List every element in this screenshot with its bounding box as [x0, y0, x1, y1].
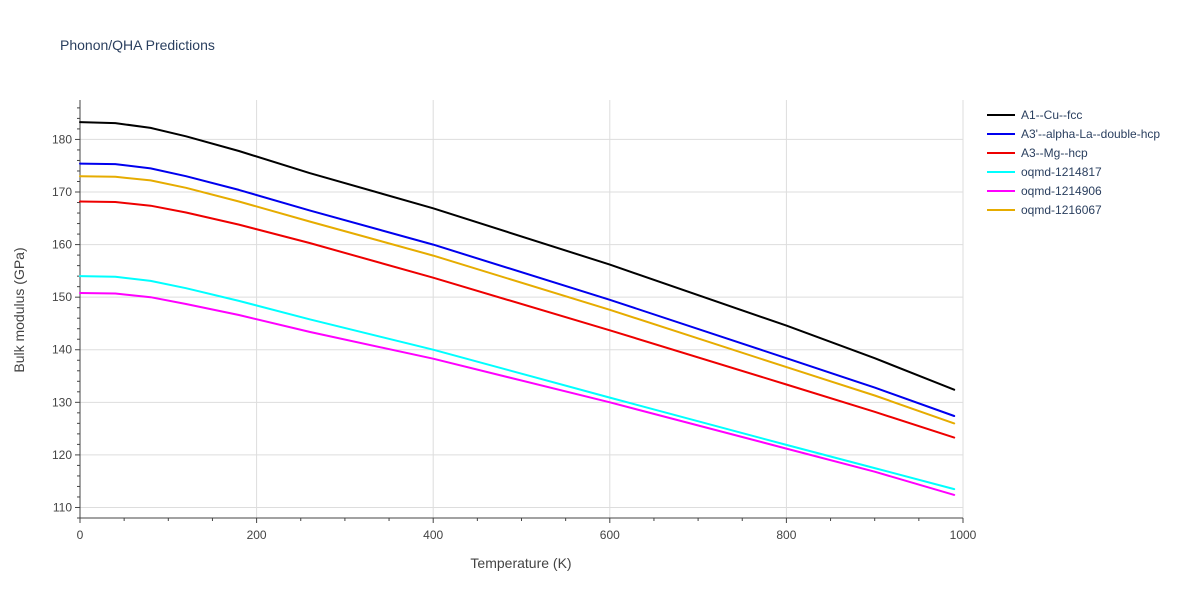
x-tick-label: 400: [423, 528, 443, 542]
legend-item[interactable]: A1--Cu--fcc: [987, 108, 1082, 122]
legend-item[interactable]: oqmd-1216067: [987, 203, 1102, 217]
y-tick-label: 130: [52, 395, 72, 409]
series-line-5: [79, 175, 956, 425]
y-tick-label: 140: [52, 343, 72, 357]
legend[interactable]: A1--Cu--fcc A3'--alpha-La--double-hcp A3--…: [987, 108, 1160, 217]
legend-item[interactable]: A3--Mg--hcp: [987, 146, 1088, 160]
x-tick-label: 0: [77, 528, 84, 542]
y-tick-label: 120: [52, 448, 72, 462]
legend-item[interactable]: oqmd-1214817: [987, 165, 1102, 179]
legend-label: oqmd-1214817: [1021, 165, 1102, 179]
x-tick-label: 800: [776, 528, 796, 542]
chart-title: Phonon/QHA Predictions: [60, 37, 215, 53]
legend-label: oqmd-1214906: [1021, 184, 1102, 198]
x-tick-label: 200: [247, 528, 267, 542]
legend-label: A3--Mg--hcp: [1021, 146, 1088, 160]
y-tick-label: 150: [52, 290, 72, 304]
series-line-2: [79, 200, 956, 439]
y-tick-label: 110: [53, 500, 72, 514]
axes: 0 200 400 600 800 1000 110 120 130 140 150 160 170 18…: [52, 100, 977, 542]
series-lines: [79, 121, 956, 496]
legend-item[interactable]: A3'--alpha-La--double-hcp: [987, 127, 1160, 141]
y-tick-label: 160: [52, 238, 72, 252]
legend-item[interactable]: oqmd-1214906: [987, 184, 1102, 198]
legend-label: A3'--alpha-La--double-hcp: [1021, 127, 1160, 141]
y-tick-label: 180: [52, 132, 72, 146]
x-axis-title: Temperature (K): [470, 555, 571, 571]
legend-label: oqmd-1216067: [1021, 203, 1102, 217]
y-axis-title: Bulk modulus (GPa): [11, 247, 27, 372]
series-line-4: [79, 292, 956, 496]
series-line-3: [79, 275, 956, 491]
x-tick-label: 600: [600, 528, 620, 542]
x-tick-label: 1000: [950, 528, 977, 542]
series-line-1: [79, 162, 956, 417]
y-tick-label: 170: [52, 185, 72, 199]
legend-label: A1--Cu--fcc: [1021, 108, 1082, 122]
grid: [80, 100, 964, 518]
series-line-0: [79, 121, 956, 391]
